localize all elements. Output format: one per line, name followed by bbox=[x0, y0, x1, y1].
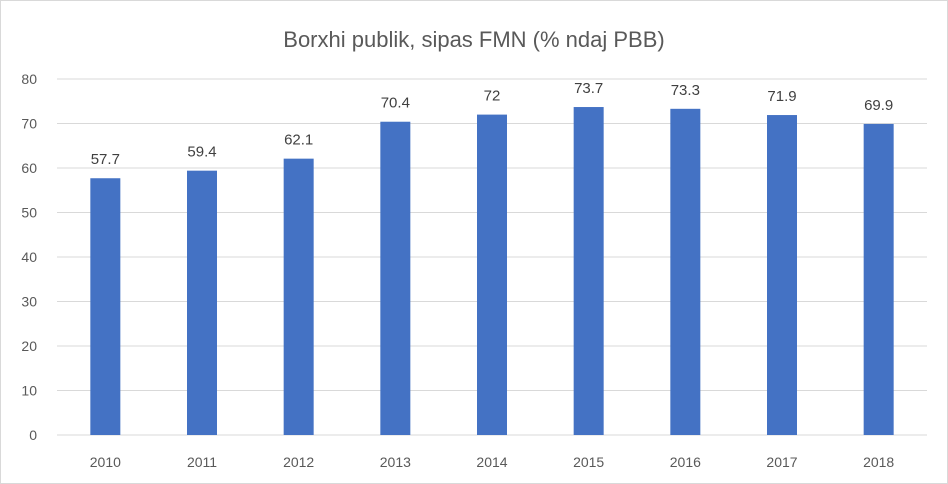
bar-2013 bbox=[380, 121, 411, 435]
data-label-2018: 69.9 bbox=[864, 97, 893, 114]
y-tick-label: 80 bbox=[21, 71, 37, 87]
bar-2010 bbox=[90, 178, 121, 436]
data-label-2011: 59.4 bbox=[187, 144, 216, 161]
x-tick-label-2018: 2018 bbox=[863, 454, 894, 470]
data-label-2015: 73.7 bbox=[574, 80, 603, 97]
y-tick-label: 0 bbox=[29, 427, 37, 443]
y-tick-label: 10 bbox=[21, 383, 37, 399]
data-labels: 57.7 59.4 62.1 70.4 72 73.7 73.3 71.9 69.9 bbox=[91, 80, 894, 168]
x-tick-label-2015: 2015 bbox=[573, 454, 604, 470]
x-tick-label-2013: 2013 bbox=[380, 454, 411, 470]
x-tick-label-2010: 2010 bbox=[90, 454, 121, 470]
bar-2012 bbox=[283, 158, 314, 435]
bar-2014 bbox=[477, 114, 507, 435]
data-label-2017: 71.9 bbox=[767, 88, 796, 105]
chart-title: Borxhi publik, sipas FMN (% ndaj PBB) bbox=[283, 27, 664, 52]
bar-2017 bbox=[767, 115, 797, 436]
bar-2016 bbox=[670, 108, 701, 435]
x-tick-label-2012: 2012 bbox=[283, 454, 314, 470]
data-label-2010: 57.7 bbox=[91, 151, 120, 168]
bar-2015 bbox=[573, 107, 604, 435]
y-tick-label: 30 bbox=[21, 294, 37, 310]
y-axis-ticks: 0 10 20 30 40 50 60 70 80 bbox=[21, 71, 37, 443]
y-tick-label: 40 bbox=[21, 249, 37, 265]
x-tick-label-2011: 2011 bbox=[187, 454, 217, 470]
y-tick-label: 50 bbox=[21, 205, 37, 221]
x-axis-ticks: 2010 2011 2012 2013 2014 2015 2016 2017 2018 bbox=[90, 454, 895, 470]
x-tick-label-2016: 2016 bbox=[670, 454, 701, 470]
data-label-2016: 73.3 bbox=[671, 82, 700, 99]
y-tick-label: 60 bbox=[21, 160, 37, 176]
bars bbox=[90, 107, 894, 436]
bar-2011 bbox=[187, 170, 217, 436]
data-label-2014: 72 bbox=[484, 88, 501, 105]
y-tick-label: 20 bbox=[21, 338, 37, 354]
data-label-2012: 62.1 bbox=[284, 132, 313, 149]
x-tick-label-2014: 2014 bbox=[476, 454, 507, 470]
x-tick-label-2017: 2017 bbox=[766, 454, 797, 470]
y-tick-label: 70 bbox=[21, 116, 37, 132]
bar-2018 bbox=[863, 123, 894, 435]
data-label-2013: 70.4 bbox=[381, 95, 410, 112]
